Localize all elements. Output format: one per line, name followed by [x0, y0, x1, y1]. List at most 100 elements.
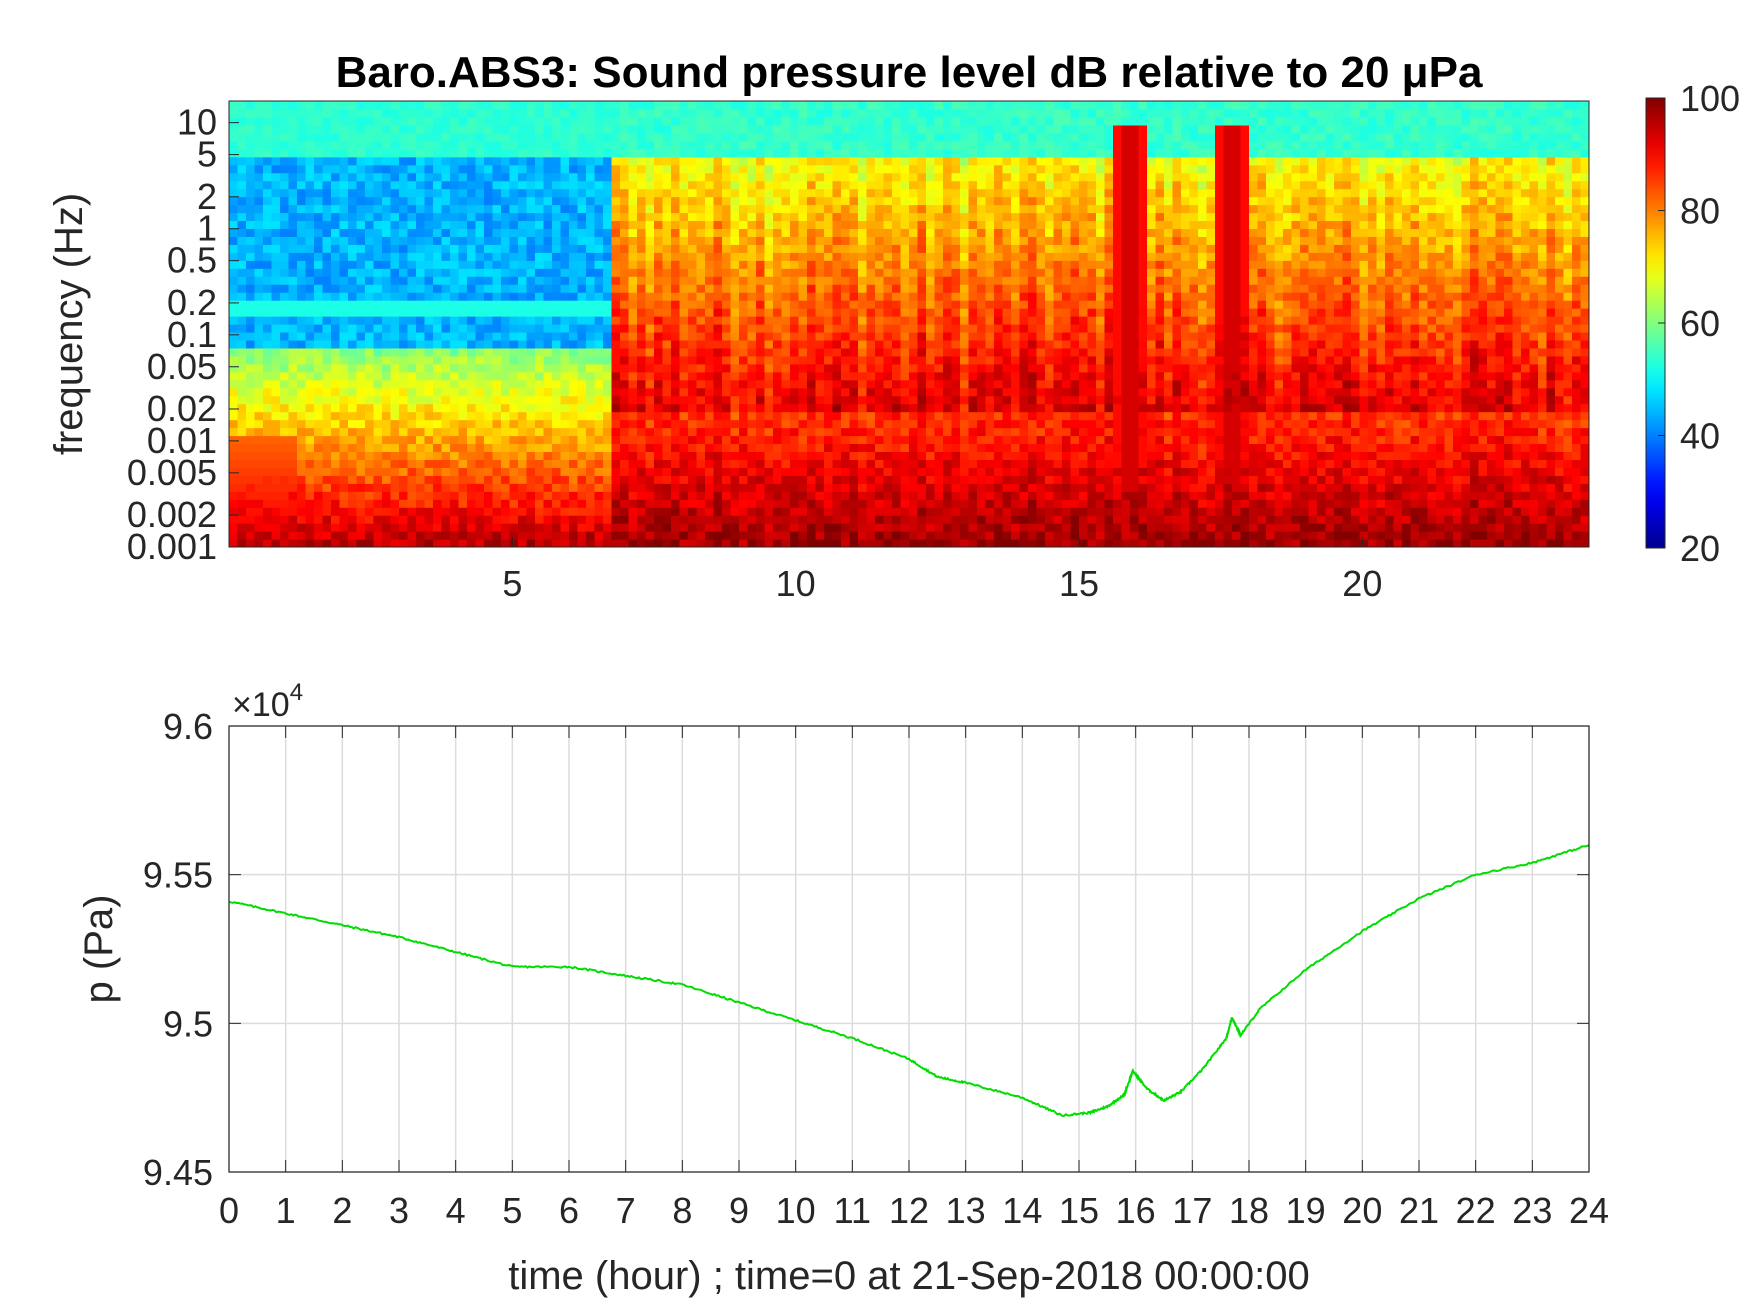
spectrogram-cell [356, 101, 366, 110]
spectrogram-cell [696, 339, 706, 349]
spectrogram-cell [611, 260, 621, 269]
spectrogram-cell [841, 331, 851, 341]
spectrogram-cell [679, 459, 689, 468]
spectrogram-cell [475, 124, 485, 134]
spectrogram-cell [798, 371, 808, 381]
spectrogram-cell [526, 483, 536, 492]
spectrogram-cell [501, 451, 511, 460]
spectrogram-cell [645, 101, 655, 110]
spectrogram-cell [526, 523, 536, 532]
spectrogram-cell [798, 531, 808, 540]
spectrogram-cell [943, 483, 953, 492]
spectrogram-cell [883, 419, 893, 429]
spectrogram-cell [433, 108, 443, 118]
spectrogram-cell [424, 531, 434, 540]
spectrogram-cell [297, 539, 307, 547]
spectrogram-cell [586, 244, 596, 253]
spectrogram-cell [237, 268, 247, 277]
spectrogram-cell [722, 427, 732, 437]
spectrogram-cell [526, 196, 536, 206]
spectrogram-cell [399, 435, 409, 445]
spectrogram-cell [365, 491, 375, 500]
spectrogram-cell [713, 491, 723, 500]
spectrogram-cell [849, 499, 859, 508]
spectrogram-cell [756, 188, 766, 198]
spectrogram-cell [288, 523, 298, 532]
spectrogram-cell [543, 531, 553, 540]
spectrogram-cell [943, 387, 953, 397]
spectrogram-cell [229, 379, 239, 389]
spectrogram-cell [356, 491, 366, 500]
spectrogram-cell [807, 507, 817, 516]
spectrogram-cell [331, 347, 341, 357]
spectrogram-cell [637, 331, 647, 341]
spectrogram-cell [305, 395, 315, 405]
spectrogram-cell [263, 411, 273, 421]
spectrogram-cell [229, 467, 239, 476]
spectrogram-cell [909, 156, 919, 166]
spectrogram-cell [679, 403, 689, 413]
spectrogram-cell [407, 371, 417, 381]
spectrogram-cell [900, 427, 910, 437]
spectrogram-cell [943, 188, 953, 198]
spectrogram-cell [790, 339, 800, 349]
spectrogram-cell [977, 443, 987, 453]
spectrogram-cell [594, 379, 604, 389]
spectrogram-cell [356, 204, 366, 214]
spectrogram-cell [348, 140, 358, 150]
spectrogram-cell [747, 132, 757, 142]
spectrogram-cell [960, 156, 970, 166]
spectrogram-cell [297, 124, 307, 134]
spectrogram-cell [280, 539, 290, 547]
spectrogram-cell [603, 523, 613, 532]
spectrogram-cell [943, 284, 953, 293]
spectrogram-cell [594, 443, 604, 453]
spectrogram-cell [280, 331, 290, 341]
spectrogram-cell [739, 363, 749, 373]
spectrogram-cell [756, 116, 766, 126]
spectrogram-cell [569, 467, 579, 476]
spectrogram-cell [679, 507, 689, 516]
spectrogram-cell [254, 387, 264, 397]
spectrogram-cell [722, 260, 732, 269]
spectrogram-cell [866, 355, 876, 365]
spectrogram-cell [373, 204, 383, 214]
spectrogram-cell [934, 276, 944, 285]
spectrogram-cell [475, 252, 485, 261]
spectrogram-cell [977, 140, 987, 150]
spectrogram-cell [407, 260, 417, 269]
spectrogram-cell [654, 300, 664, 309]
spectrogram-cell [892, 164, 902, 174]
spectrogram-cell [679, 164, 689, 174]
spectrogram-cell [365, 180, 375, 190]
spectrogram-cell [696, 507, 706, 516]
spectrogram-cell [484, 419, 494, 429]
spectrogram-cell [390, 268, 400, 277]
spectrogram-cell [450, 108, 460, 118]
spectrogram-cell [543, 292, 553, 301]
spectrogram-cell [934, 355, 944, 365]
spectrogram-cell [254, 172, 264, 182]
spectrogram-cell [526, 515, 536, 524]
spectrogram-cell [713, 379, 723, 389]
spectrogram-cell [552, 148, 562, 158]
spectrogram-cell [951, 355, 961, 365]
spectrogram-cell [807, 260, 817, 269]
spectrogram-cell [705, 212, 715, 222]
spectrogram-cell [637, 491, 647, 500]
spectrogram-cell [960, 260, 970, 269]
spectrogram-cell [628, 220, 638, 230]
spectrogram-cell [518, 355, 528, 365]
spectrogram-cell [603, 212, 613, 222]
spectrogram-cell [696, 308, 706, 317]
spectrogram-cell [297, 140, 307, 150]
spectrogram-cell [484, 371, 494, 381]
spectrogram-cell [314, 403, 324, 413]
spectrogram-cell [654, 339, 664, 349]
spectrogram-cell [339, 347, 349, 357]
spectrogram-cell [382, 403, 392, 413]
spectrogram-cell [705, 228, 715, 237]
spectrogram-cell [747, 300, 757, 309]
spectrogram-cell [790, 172, 800, 182]
spectrogram-cell [662, 435, 672, 445]
